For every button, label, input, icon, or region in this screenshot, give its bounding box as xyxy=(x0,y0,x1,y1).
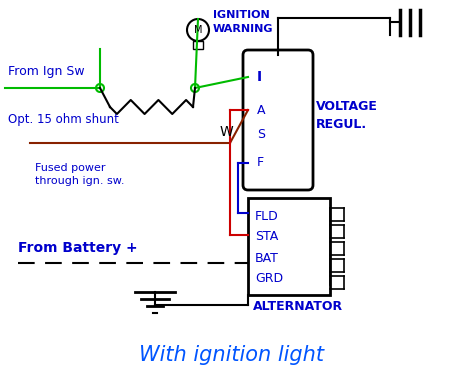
Bar xyxy=(247,198,329,295)
Text: W: W xyxy=(219,125,233,139)
Text: Fused power
through ign. sw.: Fused power through ign. sw. xyxy=(35,163,124,186)
Text: FLD: FLD xyxy=(255,210,278,223)
Text: I: I xyxy=(257,70,262,84)
Text: VOLTAGE
REGUL.: VOLTAGE REGUL. xyxy=(315,99,377,131)
Circle shape xyxy=(187,19,208,41)
Text: ALTERNATOR: ALTERNATOR xyxy=(252,301,342,313)
Circle shape xyxy=(96,84,104,92)
Text: A: A xyxy=(257,104,265,116)
Text: GRD: GRD xyxy=(255,272,282,285)
Text: F: F xyxy=(257,157,263,170)
Text: STA: STA xyxy=(255,230,278,243)
Text: BAT: BAT xyxy=(255,252,278,265)
Text: M: M xyxy=(194,25,202,35)
Circle shape xyxy=(191,84,199,92)
Text: From Battery +: From Battery + xyxy=(18,241,138,255)
Bar xyxy=(193,41,203,49)
Text: IGNITION
WARNING: IGNITION WARNING xyxy=(213,10,273,34)
Text: S: S xyxy=(257,128,264,141)
Text: From Ign Sw: From Ign Sw xyxy=(8,66,84,79)
Text: Opt. 15 ohm shunt: Opt. 15 ohm shunt xyxy=(8,114,119,127)
FancyBboxPatch shape xyxy=(243,50,313,190)
Text: With ignition light: With ignition light xyxy=(139,345,324,365)
